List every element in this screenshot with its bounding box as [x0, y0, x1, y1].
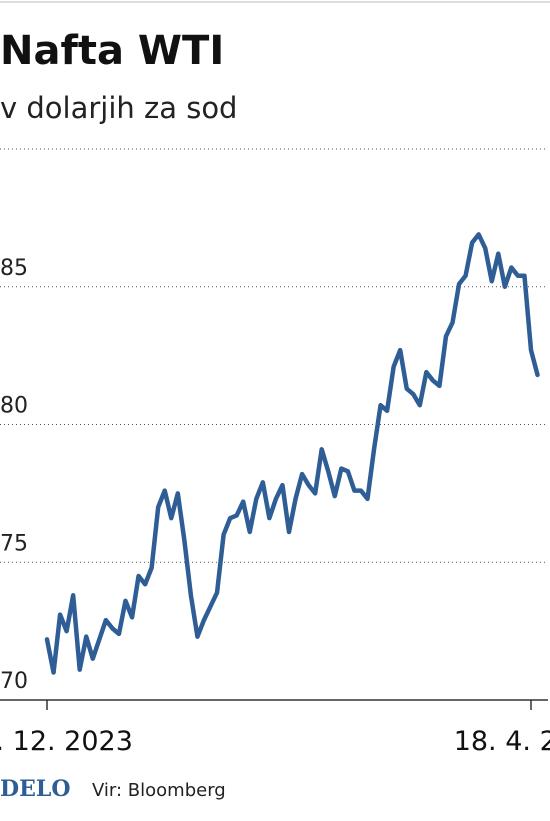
y-tick-label: 75 — [0, 531, 28, 556]
x-tick-label: 29. 12. 2023 — [0, 726, 133, 757]
logo: DELO — [0, 776, 70, 802]
data-line — [44, 232, 540, 675]
source: Vir: Bloomberg — [92, 780, 226, 801]
chart-subtitle: v dolarjih za sod — [0, 91, 237, 125]
y-tick-label: 85 — [0, 256, 28, 281]
x-tick-label: 18. 4. 2024 — [454, 726, 550, 757]
y-tick-label: 70 — [0, 669, 28, 694]
chart-title: Nafta WTI — [0, 28, 224, 74]
y-tick-label: 80 — [0, 394, 28, 419]
